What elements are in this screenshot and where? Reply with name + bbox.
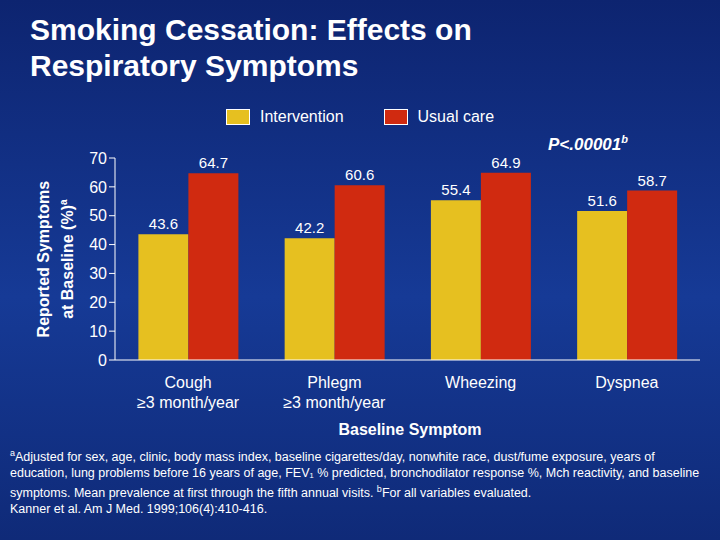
svg-text:30: 30: [89, 265, 107, 282]
svg-text:60: 60: [89, 179, 107, 196]
html-text:a: a: [57, 199, 69, 205]
svg-text:Phlegm≥3 month/year: Phlegm≥3 month/year: [283, 374, 386, 411]
svg-text:50: 50: [89, 207, 107, 224]
svg-text:42.2: 42.2: [295, 219, 324, 236]
svg-text:64.9: 64.9: [491, 154, 520, 171]
html-text:Intervention: Intervention: [260, 108, 344, 125]
svg-text:Wheezing: Wheezing: [445, 374, 516, 391]
html-text:P<.00001b: P<.00001b: [548, 133, 628, 154]
svg-text:70: 70: [89, 150, 107, 167]
svg-text:Dyspnea: Dyspnea: [595, 374, 658, 391]
html-text:Reported Symptoms: Reported Symptoms: [34, 180, 52, 338]
svg-text:10: 10: [89, 323, 107, 340]
svg-text:55.4: 55.4: [441, 181, 470, 198]
svg-text:40: 40: [89, 236, 107, 253]
svg-text:64.7: 64.7: [199, 154, 228, 171]
svg-text:43.6: 43.6: [149, 215, 178, 232]
html-text:Kanner et al. Am J Med. 1999;1: Kanner et al. Am J Med. 1999;106(4):410-…: [10, 502, 268, 517]
html-text:at Baseline (%): at Baseline (%): [59, 205, 77, 319]
html-text:Smoking Cessation: Effects on: Smoking Cessation: Effects on Respirator…: [30, 13, 472, 82]
html-text:Baseline Symptom: Baseline Symptom: [338, 421, 482, 438]
svg-text:51.6: 51.6: [588, 192, 617, 209]
svg-text:60.6: 60.6: [345, 166, 374, 183]
svg-text:20: 20: [89, 294, 107, 311]
svg-text:Cough≥3 month/year: Cough≥3 month/year: [137, 374, 240, 411]
html-text:aAdjusted for sex, age, clinic: aAdjusted for sex, age, clinic, body mas…: [10, 448, 700, 501]
html-text:Usual care: Usual care: [417, 108, 494, 125]
svg-text:0: 0: [98, 352, 107, 369]
svg-text:58.7: 58.7: [638, 172, 667, 189]
